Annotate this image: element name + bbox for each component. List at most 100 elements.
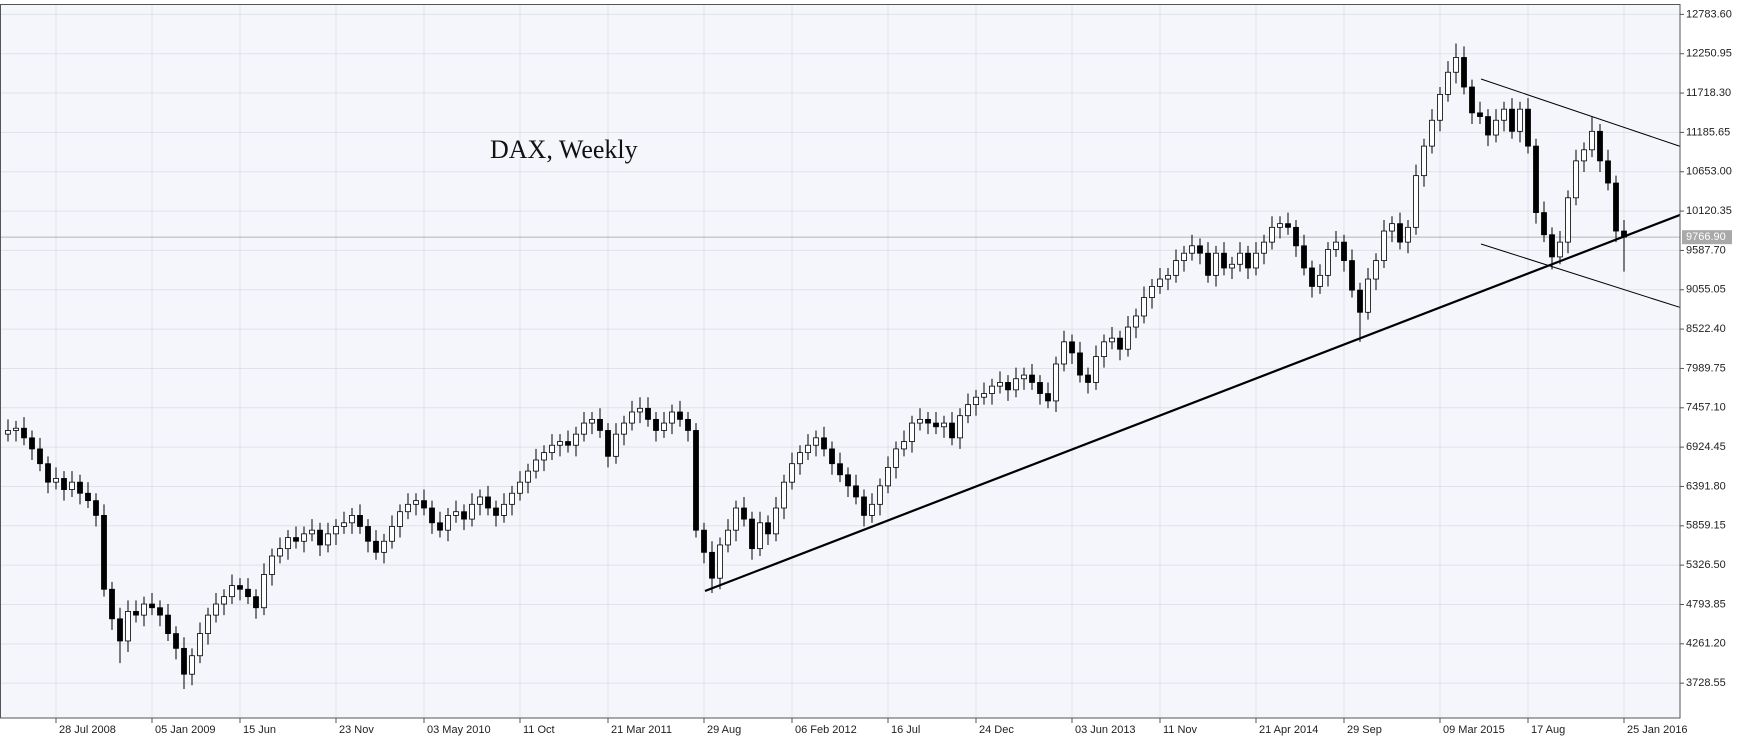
candle-body xyxy=(1349,260,1355,291)
y-tick-label: 11718.30 xyxy=(1686,87,1731,99)
candle-body xyxy=(77,481,83,494)
x-tick-label: 17 Aug xyxy=(1531,724,1565,736)
candle-body xyxy=(301,533,307,542)
candle-body xyxy=(581,422,587,435)
candle-body xyxy=(1141,297,1147,317)
candle-body xyxy=(829,448,835,465)
candle-body xyxy=(597,418,603,431)
candle-body xyxy=(1261,241,1267,254)
candle-body xyxy=(1229,263,1235,269)
candle-body xyxy=(1173,260,1179,276)
candle-body xyxy=(1013,378,1019,391)
candle-body xyxy=(53,478,59,483)
candle-body xyxy=(501,503,507,516)
candle-body xyxy=(1421,145,1427,177)
candle-body xyxy=(413,500,419,505)
candle-body xyxy=(573,433,579,446)
x-tick-label: 11 Nov xyxy=(1163,724,1198,736)
candle-body xyxy=(541,452,547,461)
candle-body xyxy=(1429,119,1435,147)
candle-body xyxy=(1125,326,1131,350)
candle-body xyxy=(661,422,667,431)
y-tick-label: 4793.85 xyxy=(1686,598,1726,610)
candle-body xyxy=(5,430,11,435)
candle-body xyxy=(1149,286,1155,298)
candle-body xyxy=(885,466,891,487)
candle-body xyxy=(1445,71,1451,95)
candle-body xyxy=(869,503,875,516)
candle-body xyxy=(1213,252,1219,276)
candle-body xyxy=(861,496,867,516)
candle-body xyxy=(109,588,115,620)
candle-body xyxy=(1517,108,1523,132)
candle-body xyxy=(1485,116,1491,136)
candle-body xyxy=(445,515,451,531)
candle-body xyxy=(1461,57,1467,88)
candle-body xyxy=(1493,119,1499,136)
candle-body xyxy=(333,526,339,535)
candle-body xyxy=(133,611,139,616)
candle-body xyxy=(1077,352,1083,376)
candle-body xyxy=(221,596,227,605)
candle-body xyxy=(357,515,363,527)
candle-body xyxy=(1301,245,1307,269)
last-price-box xyxy=(1682,230,1732,245)
candle-body xyxy=(621,422,627,435)
candle-body xyxy=(1197,245,1203,254)
y-tick-label: 7457.10 xyxy=(1686,402,1726,414)
candle-body xyxy=(93,500,99,516)
candle-body xyxy=(1005,382,1011,391)
candle-body xyxy=(1581,149,1587,162)
candle-body xyxy=(517,481,523,494)
candle-body xyxy=(1317,274,1323,287)
candle-body xyxy=(997,382,1003,387)
candle-body xyxy=(205,614,211,634)
candle-body xyxy=(1133,315,1139,328)
candle-body xyxy=(1101,341,1107,358)
candle-body xyxy=(85,492,91,502)
candle-body xyxy=(1477,112,1483,117)
x-tick-label: 03 May 2010 xyxy=(427,724,491,736)
candle-body xyxy=(229,585,235,598)
candle-body xyxy=(1253,252,1259,269)
candle-body xyxy=(1309,267,1315,287)
candle-body xyxy=(493,507,499,516)
candle-body xyxy=(381,540,387,553)
candle-body xyxy=(1037,382,1043,394)
candle-body xyxy=(645,407,651,420)
x-tick-label: 29 Aug xyxy=(707,724,741,736)
candle-body xyxy=(973,396,979,406)
candle-body xyxy=(1453,57,1459,73)
candle-body xyxy=(1181,252,1187,261)
candle-body xyxy=(349,515,355,524)
candle-body xyxy=(429,507,435,524)
chart-title: DAX, Weekly xyxy=(490,135,638,164)
candle-body xyxy=(781,481,787,509)
candle-body xyxy=(1589,130,1595,151)
candle-body xyxy=(653,418,659,431)
candle-body xyxy=(1469,86,1475,114)
candle-body xyxy=(1157,278,1163,287)
candle-body xyxy=(1341,241,1347,261)
candle-body xyxy=(1525,108,1531,147)
candle-body xyxy=(1325,249,1331,276)
candle-body xyxy=(1365,278,1371,313)
candle-body xyxy=(21,427,27,439)
candle-body xyxy=(989,385,995,394)
candle-body xyxy=(845,474,851,487)
candle-body xyxy=(189,655,195,675)
candle-body xyxy=(1165,274,1171,280)
candle-body xyxy=(365,526,371,542)
candle-body xyxy=(1093,356,1099,383)
candle-body xyxy=(477,496,483,505)
candle-body xyxy=(61,478,67,490)
candle-body xyxy=(981,393,987,398)
candle-body xyxy=(1069,341,1075,354)
candle-body xyxy=(285,537,291,550)
last-price-label: 9766.90 xyxy=(1686,231,1726,243)
support-line xyxy=(704,213,1680,593)
candle-body xyxy=(1397,223,1403,243)
x-tick-label: 24 Dec xyxy=(979,724,1014,736)
candle-body xyxy=(733,507,739,531)
trend-lines xyxy=(704,78,1680,593)
